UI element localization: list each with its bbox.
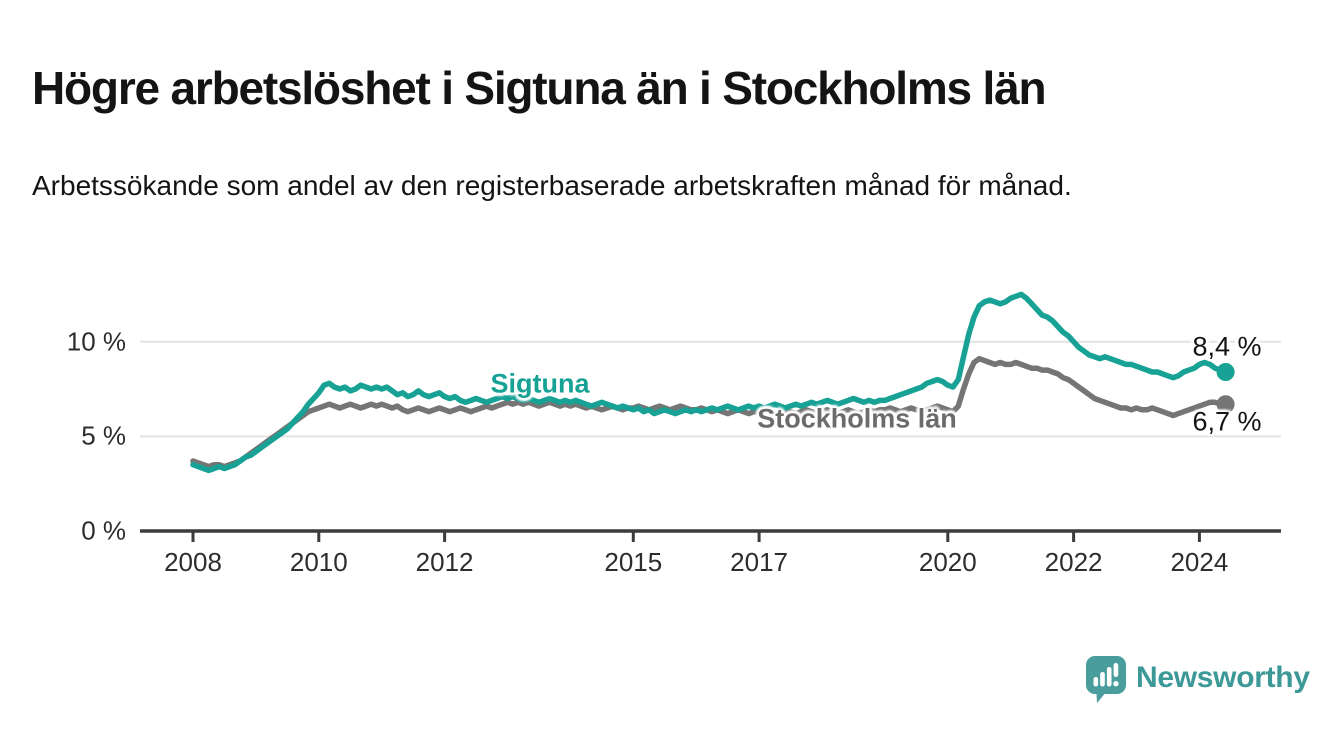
page-subtitle: Arbetssökande som andel av den registerb… <box>32 170 1072 201</box>
series-label-sigtuna: Sigtuna <box>490 368 590 399</box>
y-tick-label-0: 0 % <box>81 515 126 546</box>
x-tick-label-2022: 2022 <box>1044 547 1103 577</box>
x-tick-label-2017: 2017 <box>730 547 789 577</box>
series-line-sigtuna <box>190 291 1229 474</box>
x-tick-label-2020: 2020 <box>918 547 977 577</box>
x-tick-label-2012: 2012 <box>415 547 474 577</box>
newsworthy-chart-bubble-icon <box>1086 656 1126 703</box>
series-end-dot-sigtuna <box>1216 363 1235 381</box>
end-value-label-sigtuna: 8,4 % <box>1192 331 1262 362</box>
x-tick-label-2015: 2015 <box>604 547 663 577</box>
series-end-dot-stockholms-lan <box>1216 395 1235 414</box>
newsworthy-logo[interactable]: Newsworthy <box>1086 656 1310 706</box>
page-title: Högre arbetslöshet i Sigtuna än i Stockh… <box>32 61 1047 114</box>
x-tick-label-2008: 2008 <box>164 547 222 577</box>
end-value-label-stockholms-lan: 6,7 % <box>1192 406 1262 437</box>
x-tick-label-2010: 2010 <box>289 547 348 577</box>
series-line-stockholms-lan <box>190 355 1229 470</box>
y-tick-label-5: 5 % <box>81 420 126 451</box>
y-tick-label-10: 10 % <box>66 326 126 357</box>
x-tick-label-2024: 2024 <box>1170 547 1229 577</box>
series-label-stockholms-lan: Stockholms län <box>757 403 957 434</box>
newsworthy-logo-text: Newsworthy <box>1136 661 1310 694</box>
